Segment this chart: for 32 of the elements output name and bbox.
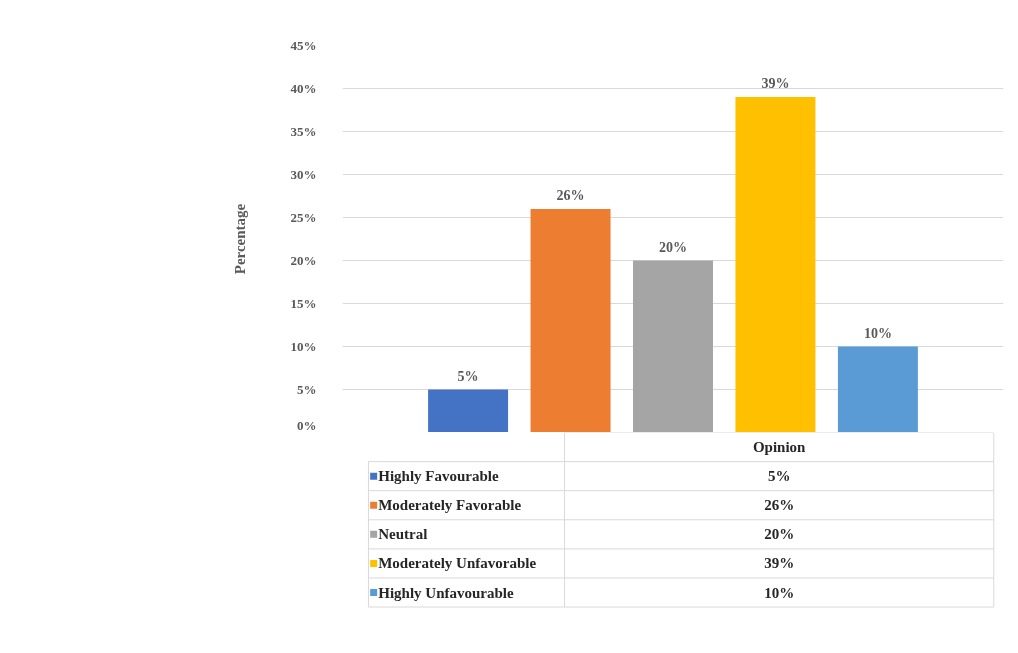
data-label: 5% <box>457 368 479 384</box>
y-tick-label: 35% <box>290 124 317 139</box>
y-tick-label: 5% <box>297 382 317 397</box>
text: 26% <box>764 497 795 514</box>
data-label: 20% <box>659 239 687 255</box>
y-tick-label: 40% <box>290 81 317 96</box>
legend-label: Highly Unfavourable <box>378 584 514 601</box>
y-axis-title: Percentage <box>231 203 248 275</box>
text: 20% <box>764 526 795 543</box>
y-tick-label: 10% <box>290 339 317 354</box>
data-label: 10% <box>863 325 892 341</box>
y-tick-label: 20% <box>290 253 317 268</box>
text: 5% <box>767 468 791 485</box>
legend-label: Neutral <box>378 526 428 543</box>
data-label: 26% <box>556 187 585 203</box>
x-tick-label: Opinion <box>752 439 807 456</box>
text: 39% <box>764 555 795 572</box>
legend-label: Moderately Unfavorable <box>378 555 537 572</box>
y-tick-label: 30% <box>290 167 317 182</box>
y-tick-label: 45% <box>290 38 317 53</box>
bar <box>735 97 816 432</box>
bar <box>837 346 918 432</box>
legend-label: Highly Favourable <box>378 468 499 485</box>
data-label: 39% <box>761 76 790 92</box>
legend-label: Moderately Favorable <box>378 497 522 514</box>
bar <box>633 260 713 432</box>
y-tick-label: 15% <box>290 296 317 311</box>
bar <box>428 389 509 432</box>
y-tick-label: 25% <box>290 210 317 225</box>
y-tick-label: 0% <box>297 417 317 433</box>
text: 10% <box>764 584 795 601</box>
bar <box>530 208 611 432</box>
